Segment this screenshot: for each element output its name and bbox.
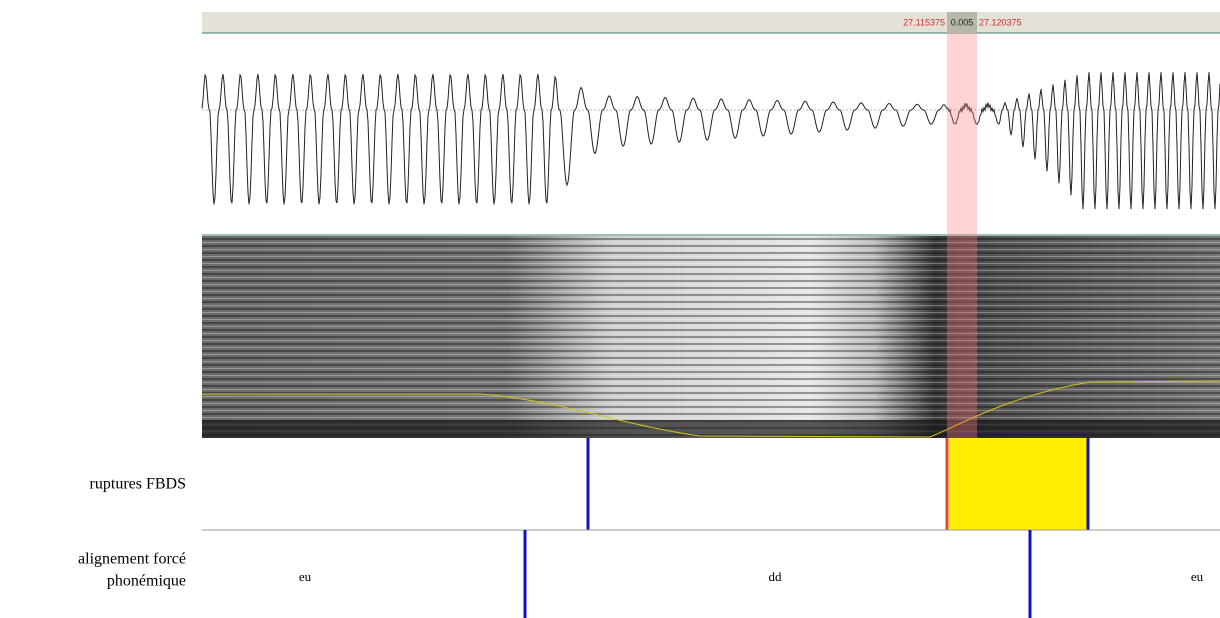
time-bar — [202, 12, 1220, 33]
pitch-curve — [202, 380, 1220, 438]
selection-start: 27.115375 — [903, 17, 945, 27]
interval-label: eu — [299, 569, 312, 584]
interval-label: eu — [1191, 569, 1204, 584]
tier-name: phonémique — [107, 573, 186, 590]
interval-label: dd — [769, 569, 783, 584]
selected-interval — [949, 438, 1088, 530]
selection-end: 27.120375 — [979, 17, 1022, 27]
selection — [947, 33, 977, 438]
spectrogram-harmonics — [202, 236, 1220, 438]
selection-duration: 0.005 — [951, 17, 974, 27]
waveform — [201, 72, 1220, 210]
spectrogram-low-band — [202, 420, 1220, 438]
tier-name: alignement forcé — [78, 551, 186, 568]
selection-duration-box — [947, 12, 977, 33]
tier-name: ruptures FBDS — [90, 476, 186, 493]
